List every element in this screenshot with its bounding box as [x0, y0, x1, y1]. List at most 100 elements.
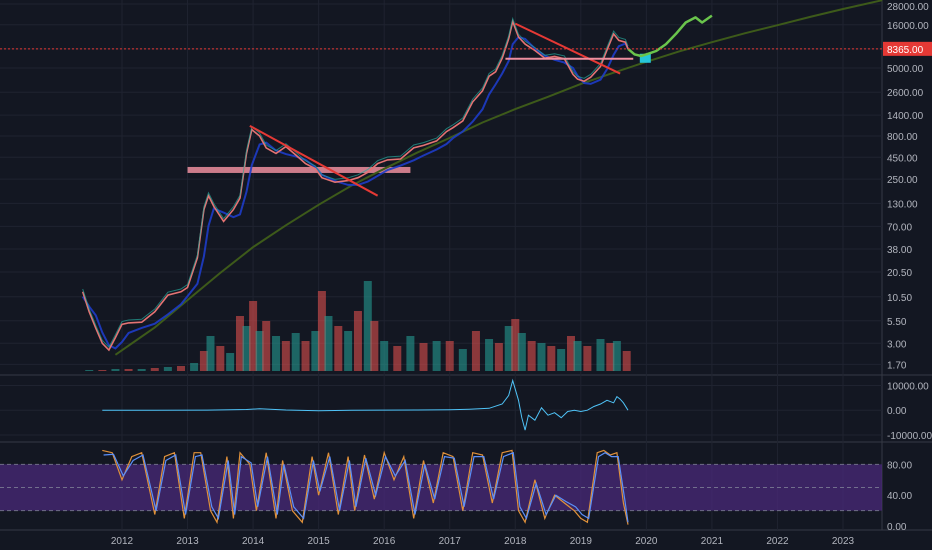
volume-bar [226, 353, 235, 371]
price-axis-label: 10.50 [887, 293, 912, 304]
time-axis-label: 2023 [832, 536, 855, 547]
price-axis-label: 1400.00 [887, 111, 924, 122]
volume-bar [393, 346, 402, 371]
volume-bar [419, 343, 428, 371]
time-axis-label: 2017 [439, 536, 462, 547]
price-axis-label: 5000.00 [887, 64, 924, 75]
volume-bar [583, 346, 592, 371]
stochastic-axis-label: 80.00 [887, 460, 912, 471]
volume-bar [163, 367, 172, 371]
volume-bar [363, 281, 372, 371]
volume-bar [111, 369, 120, 371]
volume-bar [242, 326, 251, 371]
time-axis-label: 2019 [570, 536, 593, 547]
momentum-axis-label: 10000.00 [887, 381, 929, 392]
volume-bar [557, 349, 566, 371]
volume-bar [566, 336, 575, 371]
price-axis-label: 28000.00 [887, 2, 929, 13]
volume-bar [547, 346, 556, 371]
time-axis-label: 2018 [504, 536, 527, 547]
price-axis-label: 250.00 [887, 175, 918, 186]
price-axis-label: 16000.00 [887, 21, 929, 32]
volume-bar [124, 369, 133, 371]
volume-bar [344, 331, 353, 371]
volume-bar [150, 368, 159, 371]
volume-bar [380, 341, 389, 371]
price-axis-label: 450.00 [887, 153, 918, 164]
time-axis-label: 2020 [635, 536, 658, 547]
volume-bar [494, 343, 503, 371]
volume-bar [406, 336, 415, 371]
time-axis-label: 2012 [111, 536, 134, 547]
volume-bar [606, 343, 615, 371]
price-line [81, 18, 629, 352]
volume-bar [291, 333, 300, 371]
volume-bar [432, 341, 441, 371]
time-axis-label: 2015 [308, 536, 331, 547]
volume-bar [622, 351, 631, 371]
price-line-upper [82, 16, 629, 349]
volume-bar [353, 311, 362, 371]
volume-bar [137, 369, 146, 371]
volume-bar [98, 370, 107, 371]
volume-bar [504, 326, 513, 371]
volume-bar [272, 336, 281, 371]
volume-bar [458, 349, 467, 371]
volume-bar [596, 339, 605, 371]
time-axis-label: 2016 [373, 536, 396, 547]
price-axis-label: 20.50 [887, 268, 912, 279]
price-axis-label: 3.00 [887, 339, 907, 350]
price-axis-label: 130.00 [887, 199, 918, 210]
price-axis-label: 70.00 [887, 222, 912, 233]
volume-bar [471, 331, 480, 371]
volume-bar [311, 331, 320, 371]
volume-bar [249, 301, 258, 371]
volume-bar [317, 291, 326, 371]
volume-bar [199, 351, 208, 371]
volume-bar [301, 341, 310, 371]
volume-bar [85, 370, 94, 371]
volume-bar [573, 341, 582, 371]
price-axis-label: 2600.00 [887, 88, 924, 99]
stochastic-line-k [102, 449, 629, 525]
volume-bar [511, 319, 520, 371]
long-term-trendline [114, 0, 883, 356]
volume-bar [517, 333, 526, 371]
moving-average-line [81, 35, 629, 350]
volume-bar [537, 343, 546, 371]
volume-bar [324, 316, 333, 371]
price-axis-label: 5.50 [887, 317, 907, 328]
stochastic-axis-label: 40.00 [887, 491, 912, 502]
volume-bar [485, 339, 494, 371]
projection-line [627, 14, 713, 58]
volume-bar [445, 341, 454, 371]
current-price-label: 8365.00 [887, 45, 924, 56]
time-axis-label: 2014 [242, 536, 265, 547]
stochastic-axis-label: 0.00 [887, 522, 907, 533]
volume-bar [255, 331, 264, 371]
price-axis-label: 800.00 [887, 132, 918, 143]
volume-bar [235, 316, 244, 371]
target-box [639, 53, 651, 63]
volume-bar [176, 366, 185, 371]
volume-bar [612, 341, 621, 371]
volume-bar [370, 321, 379, 371]
volume-bar [206, 336, 215, 371]
time-axis-label: 2021 [701, 536, 724, 547]
volume-bar [190, 363, 199, 371]
momentum-axis-label: -10000.00 [887, 431, 932, 442]
downtrend-line [514, 22, 621, 75]
momentum-line [102, 378, 629, 431]
time-axis-label: 2013 [176, 536, 199, 547]
price-axis-label: 1.70 [887, 360, 907, 371]
volume-bar [216, 346, 225, 371]
support-band [187, 166, 411, 173]
downtrend-line [249, 124, 379, 197]
price-axis-label: 38.00 [887, 245, 912, 256]
volume-bar [334, 326, 343, 371]
volume-bar [262, 321, 271, 371]
volume-bar [281, 341, 290, 371]
stochastic-line-d [103, 451, 629, 523]
